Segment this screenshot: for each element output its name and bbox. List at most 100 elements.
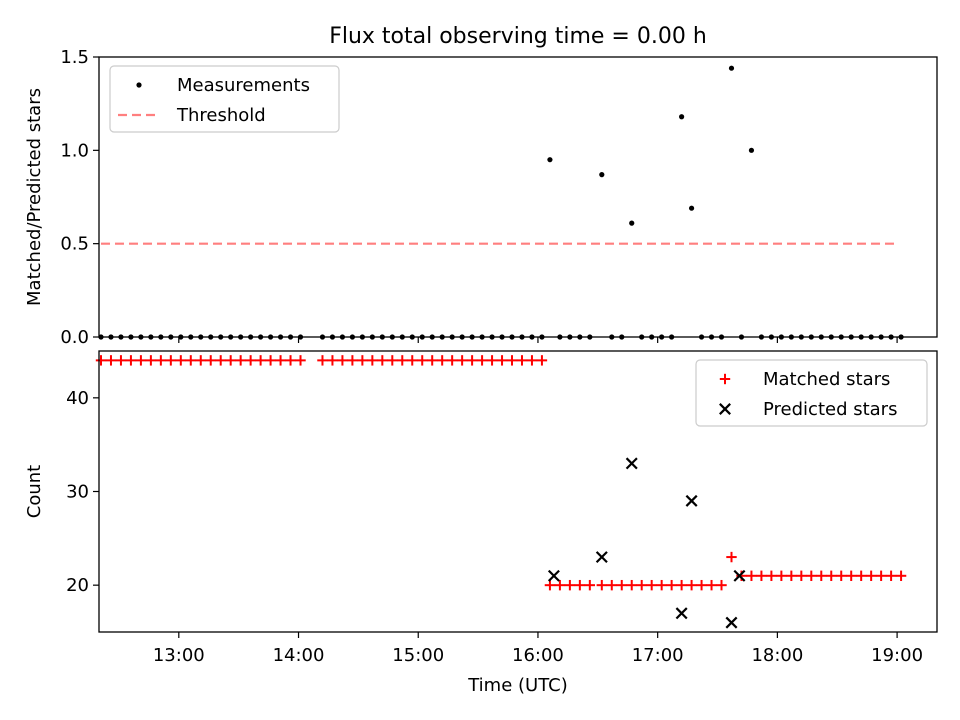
predicted-star-marker [685,494,698,507]
matched-star-marker [496,355,508,366]
matched-star-marker [417,355,428,366]
measurement-point [679,114,685,120]
legend-label: Matched stars [763,369,890,390]
matched-star-marker [486,355,498,366]
matched-star-marker [826,570,837,581]
x-axis-label: Time (UTC) [467,675,568,696]
matched-star-marker [836,570,847,581]
matched-star-marker [295,355,306,366]
matched-star-marker [135,355,147,366]
legend-marker-x-b [719,403,731,415]
legend-label: Predicted stars [763,399,897,420]
x-tick-label: 13:00 [153,645,205,666]
matched-star-marker [245,355,256,366]
predicted-star-marker-b [675,607,688,620]
matched-star-marker [756,570,767,581]
matched-star-marker [584,579,596,591]
y-tick-label: 40 [66,388,89,409]
y-tick-label: 1.0 [60,140,89,161]
matched-star-marker [275,355,286,366]
predicted-star-marker [725,616,738,629]
y-tick-label: 20 [66,575,89,596]
legend-marker-x [719,403,731,415]
matched-star-marker [436,355,448,366]
matched-star-marker [165,355,177,366]
axes-frame [98,56,938,338]
matched-star-marker [766,570,777,581]
predicted-star-marker [733,569,746,582]
predicted-star-marker-b [547,569,560,582]
y-tick-label: 1.5 [60,47,89,68]
predicted-star-marker-b [625,457,638,470]
matched-star-marker [596,579,607,591]
matched-star-marker [806,570,817,581]
matched-star-marker [616,579,627,591]
matched-star-marker [397,355,408,366]
y-axis-label: Matched/Predicted stars [24,88,45,306]
predicted-star-marker [595,551,608,564]
matched-star-marker [746,570,757,581]
matched-star-marker [706,579,717,591]
matched-star-marker [145,355,157,366]
matched-star-marker [466,355,478,366]
matched-star-marker [656,579,667,591]
matched-star-marker [125,355,137,366]
panel-1: Flux total observing time = 0.00 h 0.0 0.5… [24,24,938,348]
predicted-star-marker-b [685,494,698,507]
legend: Matched stars Predicted stars [695,359,928,427]
matched-star-marker [686,579,697,591]
matched-star-marker [606,579,617,591]
chart-title: Flux total observing time = 0.00 h [329,24,707,49]
measurement-point [547,157,553,163]
measurement-point [599,172,605,178]
matched-star-marker [115,355,127,366]
matched-star-marker [564,579,576,591]
matched-star-marker [855,570,867,581]
predicted-star-marker-b [725,616,738,629]
matched-star-marker [185,355,196,366]
y-axis-label: Count [24,465,45,518]
matched-star-marker [347,355,358,366]
series-matched-stars [95,355,907,591]
matched-star-marker [544,579,556,591]
matched-star-marker [446,355,458,366]
legend-box [695,359,928,427]
matched-star-marker [327,355,338,366]
panel-2: 20 30 40 13:00 14:00 15:00 16:00 17:00 18:00 19:0… [24,350,938,696]
measurement-point [748,147,755,153]
matched-star-marker [95,355,107,366]
matched-star-marker [427,355,438,366]
matched-star-marker [716,579,727,591]
y-tick-label: 30 [66,482,89,503]
matched-star-marker [666,579,677,591]
legend-marker-plus [719,373,731,385]
matched-star-marker [786,570,797,581]
measurement-point [728,65,735,71]
matched-star-marker [205,355,216,366]
matched-star-marker [574,579,586,591]
matched-star-marker [865,570,877,581]
matched-star-marker [816,570,827,581]
legend-label: Measurements [177,75,310,96]
matched-star-marker [846,570,857,581]
matched-star-marker [456,355,468,366]
predicted-star-marker [625,457,638,470]
matched-star-marker [776,570,787,581]
matched-star-marker [235,355,246,366]
matched-star-marker [317,355,328,366]
matched-star-marker [895,570,907,581]
matched-star-marker [387,355,398,366]
matched-star-marker [506,355,518,366]
matched-star-marker [885,570,897,581]
y-tick-label: 0.0 [60,327,89,348]
matched-star-marker [626,579,637,591]
matched-star-marker [195,355,206,366]
matched-star-marker [285,355,296,366]
matched-star-marker [526,355,538,366]
matched-star-marker [255,355,266,366]
x-tick-label: 17:00 [632,645,684,666]
x-tick-label: 14:00 [273,645,325,666]
matched-star-marker [105,355,117,366]
legend-marker-dot [136,82,142,88]
